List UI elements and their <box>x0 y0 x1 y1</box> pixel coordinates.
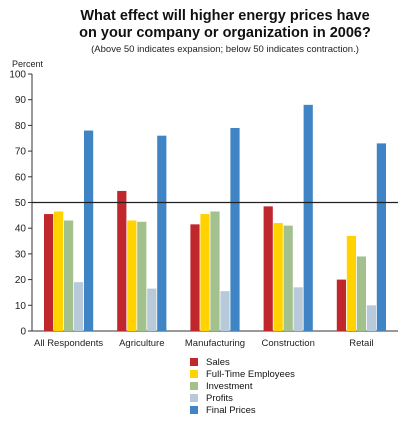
bar-investment <box>283 225 293 331</box>
y-tick-label: 30 <box>15 249 27 260</box>
y-tick-label: 60 <box>15 172 27 183</box>
bar-final-prices <box>376 143 386 331</box>
legend-swatch <box>190 358 198 366</box>
legend-swatch <box>190 370 198 378</box>
chart-title: What effect will higher energy prices ha… <box>60 8 390 42</box>
chart-title-line-1: What effect will higher energy prices ha… <box>80 8 370 24</box>
bar-full-time-employees <box>346 235 356 331</box>
bar-full-time-employees <box>54 211 64 331</box>
y-tick-label: 80 <box>15 121 27 132</box>
x-tick-label: Retail <box>349 338 373 349</box>
y-tick-label: 0 <box>20 327 26 338</box>
legend-item: Final Prices <box>190 404 295 416</box>
x-tick-label: Agriculture <box>119 338 164 349</box>
chart-title-line-2: on your company or organization in 2006? <box>79 25 371 41</box>
bar-sales <box>336 279 346 331</box>
bar-investment <box>210 211 220 331</box>
legend-label: Sales <box>206 356 230 368</box>
y-tick-label: 70 <box>15 147 27 158</box>
bar-final-prices <box>230 127 240 331</box>
bar-sales <box>117 190 127 331</box>
chart-subtitle: (Above 50 indicates expansion; below 50 … <box>91 44 359 55</box>
bar-profits <box>220 291 230 331</box>
legend-swatch <box>190 406 198 414</box>
legend-item: Full-Time Employees <box>190 368 295 380</box>
bar-profits <box>147 288 157 331</box>
legend-item: Investment <box>190 380 295 392</box>
legend-label: Investment <box>206 380 253 392</box>
bar-investment <box>64 220 74 331</box>
bar-sales <box>190 224 200 331</box>
bar-investment <box>137 221 147 331</box>
x-tick-label: Construction <box>262 338 315 349</box>
legend-label: Final Prices <box>206 404 256 416</box>
legend-swatch <box>190 394 198 402</box>
bar-full-time-employees <box>273 223 283 331</box>
y-axis-label: Percent <box>12 59 44 69</box>
legend-label: Profits <box>206 392 233 404</box>
y-tick-label: 40 <box>15 224 27 235</box>
chart-legend: Sales Full-Time Employees Investment Profit… <box>190 356 295 416</box>
y-tick-label: 10 <box>15 301 27 312</box>
bar-profits <box>366 305 376 331</box>
bar-sales <box>263 206 273 331</box>
bar-profits <box>74 282 84 331</box>
legend-item: Profits <box>190 392 295 404</box>
legend-item: Sales <box>190 356 295 368</box>
bar-profits <box>293 287 303 331</box>
bar-full-time-employees <box>200 214 210 331</box>
bar-sales <box>44 214 54 331</box>
bar-investment <box>356 256 366 331</box>
bar-final-prices <box>84 130 94 331</box>
y-tick-label: 20 <box>15 275 27 286</box>
x-tick-label: All Respondents <box>34 338 103 349</box>
bar-final-prices <box>303 104 313 331</box>
bar-final-prices <box>157 135 167 331</box>
bar-full-time-employees <box>127 220 137 331</box>
y-tick-label: 50 <box>15 198 27 209</box>
legend-label: Full-Time Employees <box>206 368 295 380</box>
x-tick-label: Manufacturing <box>185 338 245 349</box>
y-tick-label: 100 <box>9 70 26 81</box>
y-tick-label: 90 <box>15 95 27 106</box>
legend-swatch <box>190 382 198 390</box>
